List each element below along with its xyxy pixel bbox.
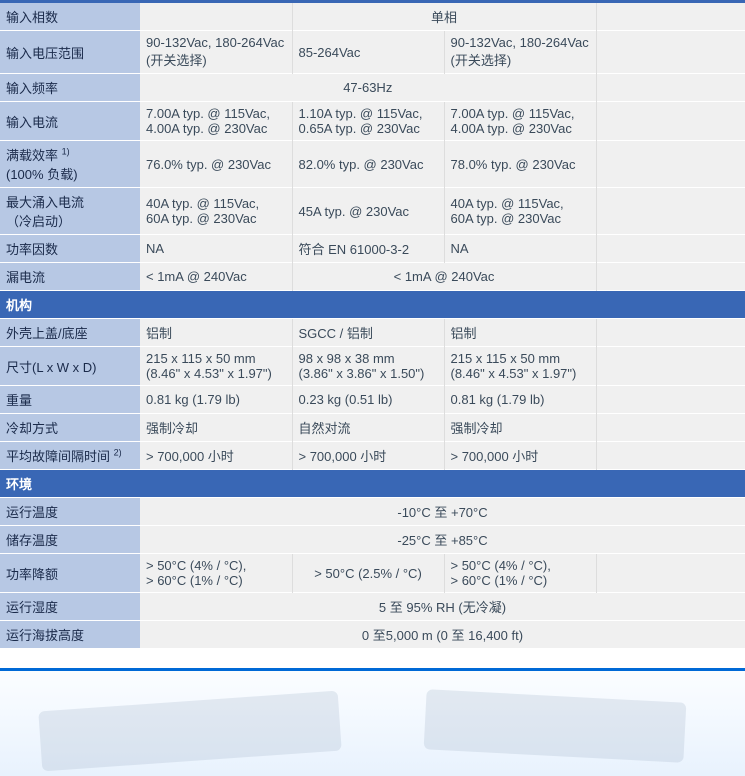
cell <box>596 74 745 102</box>
row-efficiency: 满载效率 1)(100% 负载) 76.0% typ. @ 230Vac 82.… <box>0 141 745 188</box>
label: 运行温度 <box>0 498 140 526</box>
label: 重量 <box>0 386 140 414</box>
cell: 单相 <box>292 2 596 31</box>
label: 功率因数 <box>0 235 140 263</box>
cell <box>596 188 745 235</box>
cell: 0.23 kg (0.51 lb) <box>292 386 444 414</box>
label: 储存温度 <box>0 526 140 554</box>
row-input-freq: 输入频率 47-63Hz <box>0 74 745 102</box>
cell <box>140 2 292 31</box>
cell <box>596 2 745 31</box>
cell <box>596 319 745 347</box>
row-mtbf: 平均故障间隔时间 2) > 700,000 小时 > 700,000 小时 > … <box>0 442 745 470</box>
label: 输入电流 <box>0 102 140 141</box>
cell: 90-132Vac, 180-264Vac(开关选择) <box>140 31 292 74</box>
cell: > 50°C (2.5% / °C) <box>292 554 444 593</box>
cell: < 1mA @ 240Vac <box>292 263 596 291</box>
cell: 0.81 kg (1.79 lb) <box>444 386 596 414</box>
label: 满载效率 1)(100% 负载) <box>0 141 140 188</box>
cell: 40A typ. @ 115Vac,60A typ. @ 230Vac <box>444 188 596 235</box>
row-input-phase: 输入相数 单相 <box>0 2 745 31</box>
label: 平均故障间隔时间 2) <box>0 442 140 470</box>
cell: 0 至5,000 m (0 至 16,400 ft) <box>140 621 745 649</box>
cell <box>596 414 745 442</box>
cell: 98 x 98 x 38 mm(3.86" x 3.86" x 1.50") <box>292 347 444 386</box>
cell <box>596 347 745 386</box>
label: 外壳上盖/底座 <box>0 319 140 347</box>
cell <box>596 263 745 291</box>
cell: 5 至 95% RH (无冷凝) <box>140 593 745 621</box>
cell: 82.0% typ. @ 230Vac <box>292 141 444 188</box>
label: 运行湿度 <box>0 593 140 621</box>
row-cooling: 冷却方式 强制冷却 自然对流 强制冷却 <box>0 414 745 442</box>
cell: < 1mA @ 240Vac <box>140 263 292 291</box>
row-input-voltage: 输入电压范围 90-132Vac, 180-264Vac(开关选择) 85-26… <box>0 31 745 74</box>
cell: 85-264Vac <box>292 31 444 74</box>
cell: > 700,000 小时 <box>140 442 292 470</box>
row-storage-temp: 储存温度 -25°C 至 +85°C <box>0 526 745 554</box>
cell <box>596 554 745 593</box>
cell: 强制冷却 <box>444 414 596 442</box>
row-input-current: 输入电流 7.00A typ. @ 115Vac,4.00A typ. @ 23… <box>0 102 745 141</box>
cell: 40A typ. @ 115Vac,60A typ. @ 230Vac <box>140 188 292 235</box>
row-op-temp: 运行温度 -10°C 至 +70°C <box>0 498 745 526</box>
cell: -25°C 至 +85°C <box>140 526 745 554</box>
cell: > 700,000 小时 <box>292 442 444 470</box>
cell: 90-132Vac, 180-264Vac(开关选择) <box>444 31 596 74</box>
cell: SGCC / 铝制 <box>292 319 444 347</box>
row-leakage: 漏电流 < 1mA @ 240Vac < 1mA @ 240Vac <box>0 263 745 291</box>
row-derating: 功率降额 > 50°C (4% / °C),> 60°C (1% / °C) >… <box>0 554 745 593</box>
cell: 铝制 <box>444 319 596 347</box>
cell: 215 x 115 x 50 mm(8.46" x 4.53" x 1.97") <box>444 347 596 386</box>
label: 冷却方式 <box>0 414 140 442</box>
row-altitude: 运行海拔高度 0 至5,000 m (0 至 16,400 ft) <box>0 621 745 649</box>
cell: 78.0% typ. @ 230Vac <box>444 141 596 188</box>
cell <box>596 31 745 74</box>
section-header: 环境 <box>0 470 745 498</box>
cell: -10°C 至 +70°C <box>140 498 745 526</box>
label: 输入频率 <box>0 74 140 102</box>
cell: 铝制 <box>140 319 292 347</box>
cell: 1.10A typ. @ 115Vac,0.65A typ. @ 230Vac <box>292 102 444 141</box>
cell: > 700,000 小时 <box>444 442 596 470</box>
cell <box>596 102 745 141</box>
label: 尺寸(L x W x D) <box>0 347 140 386</box>
row-weight: 重量 0.81 kg (1.79 lb) 0.23 kg (0.51 lb) 0… <box>0 386 745 414</box>
section-header: 机构 <box>0 291 745 319</box>
cell: NA <box>444 235 596 263</box>
label: 输入电压范围 <box>0 31 140 74</box>
cell: 0.81 kg (1.79 lb) <box>140 386 292 414</box>
cell <box>596 442 745 470</box>
label: 运行海拔高度 <box>0 621 140 649</box>
label: 最大涌入电流（冷启动） <box>0 188 140 235</box>
row-humidity: 运行湿度 5 至 95% RH (无冷凝) <box>0 593 745 621</box>
cell <box>596 141 745 188</box>
row-power-factor: 功率因数 NA 符合 EN 61000-3-2 NA <box>0 235 745 263</box>
spec-table: 输入相数 单相 输入电压范围 90-132Vac, 180-264Vac(开关选… <box>0 0 745 648</box>
cell: NA <box>140 235 292 263</box>
cell: 215 x 115 x 50 mm(8.46" x 4.53" x 1.97") <box>140 347 292 386</box>
cell: 自然对流 <box>292 414 444 442</box>
row-inrush: 最大涌入电流（冷启动） 40A typ. @ 115Vac,60A typ. @… <box>0 188 745 235</box>
row-section-env: 环境 <box>0 470 745 498</box>
label: 功率降额 <box>0 554 140 593</box>
cell: 强制冷却 <box>140 414 292 442</box>
label: 输入相数 <box>0 2 140 31</box>
row-case: 外壳上盖/底座 铝制 SGCC / 铝制 铝制 <box>0 319 745 347</box>
row-section-mech: 机构 <box>0 291 745 319</box>
cell: 76.0% typ. @ 230Vac <box>140 141 292 188</box>
cell: 47-63Hz <box>140 74 596 102</box>
cell: 7.00A typ. @ 115Vac,4.00A typ. @ 230Vac <box>444 102 596 141</box>
cell: 符合 EN 61000-3-2 <box>292 235 444 263</box>
cell <box>596 386 745 414</box>
cell: 45A typ. @ 230Vac <box>292 188 444 235</box>
cell: 7.00A typ. @ 115Vac,4.00A typ. @ 230Vac <box>140 102 292 141</box>
row-dimensions: 尺寸(L x W x D) 215 x 115 x 50 mm(8.46" x … <box>0 347 745 386</box>
cell <box>596 235 745 263</box>
cell: > 50°C (4% / °C),> 60°C (1% / °C) <box>444 554 596 593</box>
footer-image <box>0 668 745 776</box>
cell: > 50°C (4% / °C),> 60°C (1% / °C) <box>140 554 292 593</box>
label: 漏电流 <box>0 263 140 291</box>
